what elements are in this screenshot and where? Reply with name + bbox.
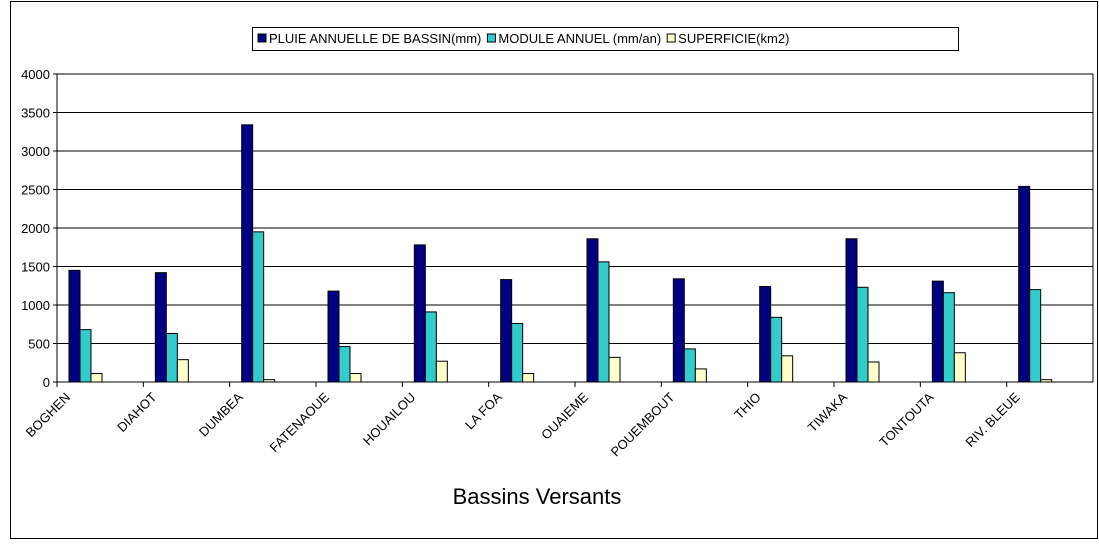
bar: [845, 238, 858, 383]
legend-label: SUPERFICIE(km2): [678, 31, 789, 46]
y-tick-label: 500: [28, 337, 50, 352]
bar: [672, 278, 685, 383]
bar: [338, 346, 351, 383]
bar: [953, 352, 966, 383]
legend-label: MODULE ANNUEL (mm/an): [498, 31, 661, 46]
bar: [435, 360, 448, 383]
bar: [931, 280, 944, 383]
bar: [586, 238, 599, 383]
bar: [608, 356, 621, 383]
bar: [413, 244, 426, 383]
bar: [1018, 185, 1031, 383]
x-axis-title: Bassins Versants: [453, 484, 622, 509]
bar: [252, 231, 265, 383]
bar: [327, 290, 340, 383]
bar: [90, 373, 103, 383]
bar: [942, 292, 955, 383]
bar: [1029, 289, 1042, 383]
bar: [781, 355, 794, 383]
y-tick-label: 2500: [21, 183, 50, 198]
bar: [500, 279, 513, 383]
legend-label: PLUIE ANNUELLE DE BASSIN(mm): [269, 31, 481, 46]
bar: [68, 269, 81, 383]
bar: [597, 261, 610, 383]
y-tick-label: 4000: [21, 67, 50, 82]
bar: [759, 286, 772, 383]
bar: [867, 361, 880, 383]
bar: [511, 322, 524, 383]
bar: [79, 329, 92, 383]
bar: [241, 124, 254, 383]
bar: [154, 272, 167, 383]
bar: [349, 373, 362, 383]
bar: [856, 286, 869, 383]
bar: [165, 332, 178, 383]
legend-swatch: [486, 33, 496, 43]
bar: [522, 373, 535, 383]
y-tick-label: 3000: [21, 144, 50, 159]
bar: [770, 316, 783, 383]
legend-box: [252, 27, 959, 51]
legend-swatch: [666, 33, 676, 43]
bar: [694, 368, 707, 383]
bar: [683, 348, 696, 383]
bar: [424, 311, 437, 383]
y-tick-label: 0: [43, 375, 50, 390]
legend-swatch: [257, 33, 267, 43]
chart-border: [10, 1, 1098, 539]
y-tick-label: 2000: [21, 221, 50, 236]
y-tick-label: 3500: [21, 106, 50, 121]
bar: [176, 359, 189, 383]
y-tick-label: 1000: [21, 298, 50, 313]
y-tick-label: 1500: [21, 260, 50, 275]
